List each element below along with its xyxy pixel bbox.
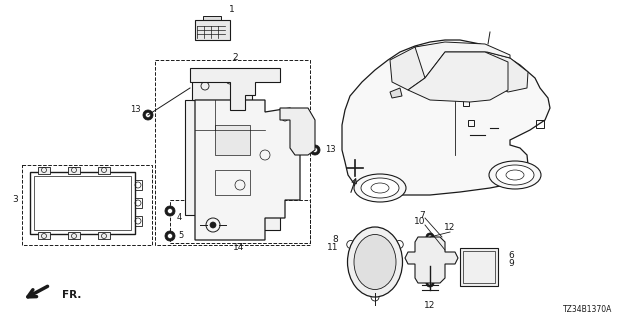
Text: 12: 12 — [444, 223, 456, 233]
Bar — [135, 180, 142, 190]
Ellipse shape — [354, 235, 396, 290]
Ellipse shape — [361, 178, 399, 198]
Bar — [135, 198, 142, 208]
Text: 11: 11 — [326, 244, 338, 252]
Circle shape — [165, 206, 175, 216]
Ellipse shape — [506, 170, 524, 180]
Text: 8: 8 — [332, 236, 338, 244]
Bar — [468, 120, 474, 126]
Bar — [463, 251, 495, 283]
Bar — [488, 68, 496, 76]
Bar — [463, 100, 469, 106]
Bar — [203, 16, 221, 24]
Circle shape — [428, 258, 433, 262]
Circle shape — [312, 148, 317, 153]
Text: TZ34B1370A: TZ34B1370A — [563, 306, 612, 315]
Bar — [192, 72, 252, 100]
Bar — [68, 167, 80, 174]
Polygon shape — [190, 68, 280, 110]
Circle shape — [426, 233, 434, 241]
Ellipse shape — [371, 183, 389, 193]
Polygon shape — [405, 237, 458, 283]
Polygon shape — [185, 88, 280, 230]
Circle shape — [222, 27, 228, 33]
Bar — [536, 120, 544, 128]
Bar — [98, 232, 110, 239]
Text: 14: 14 — [234, 244, 244, 252]
Circle shape — [428, 235, 432, 239]
Text: 5: 5 — [178, 231, 183, 241]
Polygon shape — [482, 52, 528, 92]
Ellipse shape — [489, 161, 541, 189]
Text: FR.: FR. — [62, 290, 81, 300]
Text: 2: 2 — [232, 52, 238, 61]
Circle shape — [165, 231, 175, 241]
Text: 13: 13 — [325, 146, 335, 155]
Text: 12: 12 — [424, 300, 436, 309]
Bar — [197, 26, 225, 38]
Bar — [98, 167, 110, 174]
Text: 9: 9 — [508, 260, 514, 268]
Text: 3: 3 — [12, 196, 18, 204]
Text: 1: 1 — [229, 5, 235, 14]
Circle shape — [145, 113, 150, 117]
Text: 4: 4 — [177, 213, 182, 222]
Text: 10: 10 — [413, 218, 425, 227]
Bar — [22, 165, 152, 245]
Polygon shape — [342, 40, 550, 195]
Bar — [215, 170, 250, 195]
Circle shape — [210, 222, 216, 228]
Bar — [30, 172, 135, 234]
Polygon shape — [408, 52, 508, 102]
Circle shape — [310, 145, 320, 155]
Polygon shape — [390, 88, 402, 98]
Polygon shape — [195, 20, 230, 40]
Bar — [38, 232, 50, 239]
Polygon shape — [390, 44, 445, 90]
Bar — [38, 167, 50, 174]
Bar — [68, 232, 80, 239]
Bar — [155, 60, 310, 245]
Polygon shape — [195, 100, 300, 240]
Bar — [170, 200, 310, 243]
Text: 13: 13 — [130, 106, 140, 115]
Ellipse shape — [348, 227, 403, 297]
Circle shape — [168, 209, 173, 213]
Polygon shape — [280, 108, 315, 155]
Bar — [460, 248, 498, 286]
Bar — [215, 125, 250, 155]
Bar — [135, 216, 142, 226]
Circle shape — [428, 281, 432, 285]
Polygon shape — [415, 42, 510, 78]
Circle shape — [426, 279, 434, 287]
Text: 6: 6 — [508, 251, 514, 260]
Ellipse shape — [354, 174, 406, 202]
Text: 7: 7 — [419, 211, 425, 220]
Circle shape — [168, 234, 173, 238]
Bar — [34, 176, 131, 230]
Circle shape — [143, 110, 153, 120]
Ellipse shape — [496, 165, 534, 185]
